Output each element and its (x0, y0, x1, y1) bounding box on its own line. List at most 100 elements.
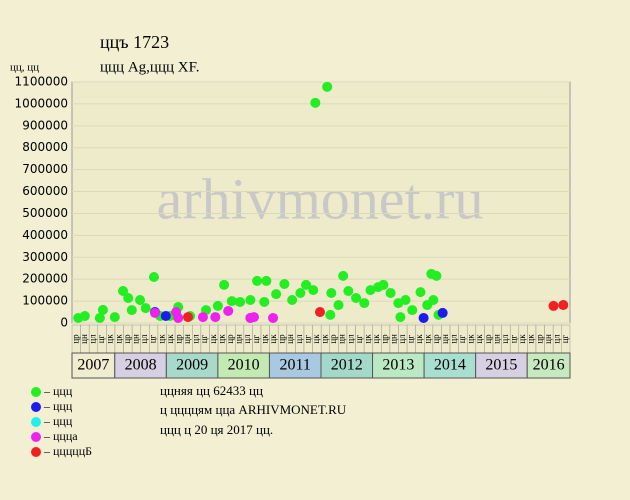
year-label: 2014 (434, 357, 466, 374)
point (558, 300, 569, 311)
point (252, 275, 263, 286)
legend-label: – ццц (43, 399, 73, 413)
year-cell (526, 352, 571, 379)
y-tick-label: 100000 (22, 294, 68, 308)
point (261, 275, 272, 286)
year-cell (268, 352, 322, 379)
y-tick-label: 500000 (22, 206, 68, 220)
x-month-label: цк (216, 334, 226, 344)
legend-marker (31, 447, 41, 457)
x-month-label: цр (122, 334, 132, 344)
point (79, 310, 90, 321)
x-month-label: цр (534, 334, 544, 344)
x-month-label: цн (543, 334, 553, 344)
x-month-label: цл (242, 334, 252, 344)
note: ццняя цц 62433 цц (160, 383, 263, 398)
y-tick-label: 700000 (22, 162, 68, 176)
x-month-label: цн (79, 334, 89, 344)
point (295, 287, 306, 298)
plot-area (71, 81, 571, 324)
point (148, 271, 159, 282)
chart-subtitle: ццц Ag,ццц XF. (100, 59, 199, 75)
point (226, 296, 237, 307)
point (343, 286, 354, 297)
point (314, 307, 325, 318)
point (308, 285, 319, 296)
x-month-label: цк (371, 334, 381, 344)
year-label: 2015 (485, 357, 517, 374)
point (351, 293, 362, 304)
point (437, 307, 448, 318)
x-month-label: цг (148, 334, 158, 343)
point (310, 97, 321, 108)
legend-marker (31, 402, 41, 412)
y-tick-label: 400000 (22, 228, 68, 242)
x-month-label: цр (70, 334, 80, 344)
x-month-label: цк (105, 334, 115, 344)
legend-marker (31, 432, 41, 442)
x-month-label: цр (225, 334, 235, 344)
x-month-label: цр (431, 334, 441, 344)
legend-marker (31, 417, 41, 427)
point (359, 298, 370, 309)
x-month-label: цр (380, 334, 390, 344)
x-month-label: цк (156, 334, 166, 344)
point (182, 312, 193, 323)
point (418, 312, 429, 323)
watermark: arhivmonet.ru (157, 166, 484, 231)
point (140, 303, 151, 314)
x-month-label: цг (354, 334, 364, 343)
year-cell (423, 352, 477, 379)
x-month-label: цл (500, 334, 510, 344)
x-month-label: цк (414, 334, 424, 344)
point (385, 287, 396, 298)
x-month-label: цн (182, 334, 192, 344)
y-tick-label: 600000 (22, 184, 68, 198)
point (338, 270, 349, 281)
point (268, 312, 279, 323)
point (248, 312, 259, 323)
year-label: 2007 (77, 357, 109, 374)
note: ц ццццям цца ARHIVMONET.RU (160, 402, 347, 417)
y-tick-label: 300000 (22, 250, 68, 264)
y-tick-label: 0 (60, 316, 68, 330)
y-axis-label: цц, цц (10, 62, 39, 74)
point (325, 309, 336, 320)
point (301, 279, 312, 290)
year-label: 2010 (228, 357, 260, 374)
year-label: 2016 (533, 357, 565, 374)
legend-label: – ццц (43, 384, 73, 398)
point (395, 312, 406, 323)
point (333, 300, 344, 311)
point (287, 294, 298, 305)
x-month-label: цг (302, 334, 312, 343)
legend-label: – ццца (43, 429, 78, 443)
x-month-label: цн (234, 334, 244, 344)
y-tick-label: 900000 (22, 118, 68, 132)
x-month-label: цн (388, 334, 398, 344)
point (135, 294, 146, 305)
y-tick-label: 1100000 (15, 75, 68, 89)
x-month-label: цл (294, 334, 304, 344)
x-month-label: цк (268, 334, 278, 344)
point (378, 279, 389, 290)
y-tick-label: 1000000 (15, 96, 68, 110)
x-month-label: цл (397, 334, 407, 344)
x-month-label: цн (131, 334, 141, 344)
point (400, 294, 411, 305)
x-month-label: цг (96, 334, 106, 343)
legend-label: – ццц (43, 414, 73, 428)
point (118, 286, 129, 297)
point (365, 285, 376, 296)
x-month-label: цр (328, 334, 338, 344)
x-month-label: цл (139, 334, 149, 344)
point (210, 312, 221, 323)
point (431, 270, 442, 281)
note: ццц ц 20 ця 2017 цц. (160, 422, 273, 437)
point (219, 279, 230, 290)
x-month-label: цк (113, 334, 123, 344)
point (407, 305, 418, 316)
point (235, 296, 246, 307)
year-cell (475, 352, 528, 379)
